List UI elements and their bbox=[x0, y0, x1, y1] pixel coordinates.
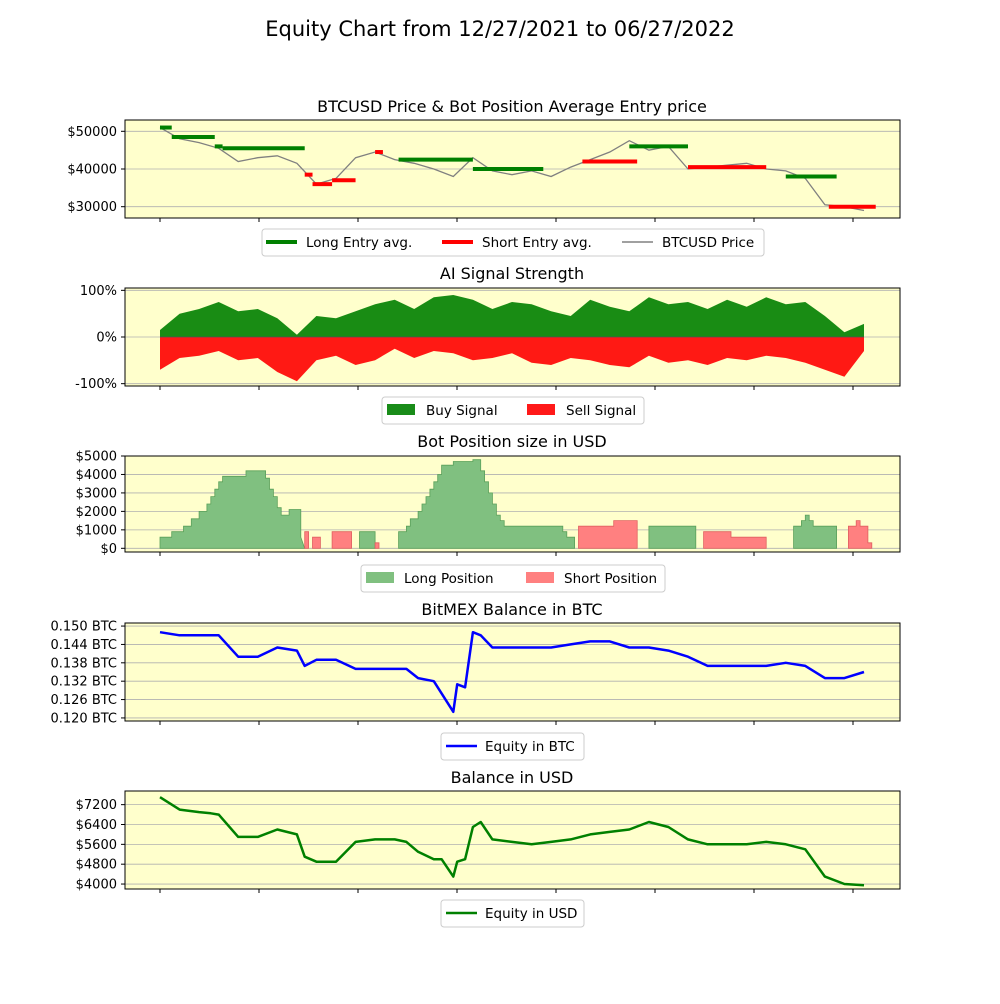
usd-balance-legend: Equity in USD bbox=[440, 899, 585, 928]
signal-legend: Buy Signal Sell Signal bbox=[381, 396, 645, 425]
sell-signal-legend-swatch bbox=[527, 404, 555, 415]
y-tick-label: 100% bbox=[80, 284, 117, 299]
y-tick-label: 0.120 BTC bbox=[50, 711, 117, 726]
y-tick-label: $2000 bbox=[76, 505, 117, 520]
usd-equity-line bbox=[159, 796, 865, 887]
figure-title: Equity Chart from 12/27/2021 to 06/27/20… bbox=[265, 17, 735, 41]
signal-panel: AI Signal Strength -100% 0% 100% Buy Signa… bbox=[75, 264, 901, 425]
y-tick-label: $30000 bbox=[67, 200, 117, 215]
btc-balance-plot-area bbox=[125, 623, 900, 721]
y-tick-label: 0.132 BTC bbox=[50, 675, 117, 690]
price-panel: BTCUSD Price & Bot Position Average Entr… bbox=[67, 97, 901, 257]
y-tick-label: $7200 bbox=[76, 798, 117, 813]
short-position-area bbox=[703, 531, 767, 549]
btc-balance-panel: BitMEX Balance in BTC 0.120 BTC 0.126 BTC… bbox=[50, 600, 901, 761]
y-tick-label: $4000 bbox=[76, 468, 117, 483]
short-position-area bbox=[304, 531, 309, 549]
btcusd-price-line bbox=[159, 126, 865, 212]
y-tick-label: $5000 bbox=[76, 450, 117, 465]
position-panel: Bot Position size in USD $0 $1000 $2000 $30… bbox=[76, 432, 901, 593]
y-tick-label: 0.138 BTC bbox=[50, 656, 117, 671]
long-position-area bbox=[398, 459, 575, 549]
sell-signal-area bbox=[160, 337, 864, 382]
y-tick-label: 0.144 BTC bbox=[50, 638, 117, 653]
short-entry-legend-label: Short Entry avg. bbox=[482, 235, 592, 251]
long-position-area bbox=[793, 514, 837, 549]
btc-equity-legend-label: Equity in BTC bbox=[485, 739, 575, 755]
btc-equity-line bbox=[159, 630, 865, 714]
y-tick-label: 0.150 BTC bbox=[50, 620, 117, 635]
y-tick-label: $50000 bbox=[67, 125, 117, 140]
btc-balance-legend: Equity in BTC bbox=[440, 732, 585, 761]
buy-signal-area bbox=[160, 295, 864, 337]
y-tick-label: -100% bbox=[75, 377, 117, 392]
long-entry-legend-label: Long Entry avg. bbox=[306, 235, 412, 251]
long-position-legend-swatch bbox=[366, 572, 394, 583]
y-tick-label: $40000 bbox=[67, 163, 117, 178]
short-position-area bbox=[331, 531, 352, 549]
y-tick-label: $4000 bbox=[76, 878, 117, 893]
usd-balance-plot-area bbox=[125, 791, 900, 889]
short-position-area bbox=[312, 536, 321, 549]
buy-signal-legend-label: Buy Signal bbox=[426, 403, 498, 419]
y-tick-label: 0% bbox=[96, 331, 117, 346]
short-position-legend-swatch bbox=[526, 572, 554, 583]
long-position-area bbox=[159, 470, 306, 549]
sell-signal-legend-label: Sell Signal bbox=[566, 403, 636, 419]
y-tick-label: $1000 bbox=[76, 523, 117, 538]
position-legend: Long Position Short Position bbox=[360, 564, 666, 593]
price-legend-label: BTCUSD Price bbox=[662, 235, 754, 251]
y-tick-label: $3000 bbox=[76, 486, 117, 501]
long-position-legend-label: Long Position bbox=[404, 571, 494, 587]
price-panel-title: BTCUSD Price & Bot Position Average Entr… bbox=[317, 97, 707, 116]
usd-balance-panel: Balance in USD $4000 $4800 $5600 $6400 $7200… bbox=[76, 768, 901, 928]
y-tick-label: $6400 bbox=[76, 818, 117, 833]
short-position-legend-label: Short Position bbox=[564, 571, 657, 587]
long-position-area bbox=[648, 525, 697, 549]
short-position-area bbox=[578, 520, 638, 549]
signal-panel-title: AI Signal Strength bbox=[440, 264, 584, 283]
usd-equity-legend-label: Equity in USD bbox=[485, 906, 577, 922]
btc-balance-panel-title: BitMEX Balance in BTC bbox=[421, 600, 602, 619]
y-tick-label: 0.126 BTC bbox=[50, 693, 117, 708]
short-position-area bbox=[848, 520, 873, 549]
short-position-area bbox=[374, 542, 380, 549]
long-position-area bbox=[359, 531, 376, 549]
price-legend: Long Entry avg. Short Entry avg. BTCUSD … bbox=[261, 228, 765, 257]
y-tick-label: $0 bbox=[100, 542, 117, 557]
y-tick-label: $5600 bbox=[76, 838, 117, 853]
buy-signal-legend-swatch bbox=[387, 404, 415, 415]
y-tick-label: $4800 bbox=[76, 858, 117, 873]
usd-balance-panel-title: Balance in USD bbox=[451, 768, 574, 787]
position-panel-title: Bot Position size in USD bbox=[417, 432, 606, 451]
